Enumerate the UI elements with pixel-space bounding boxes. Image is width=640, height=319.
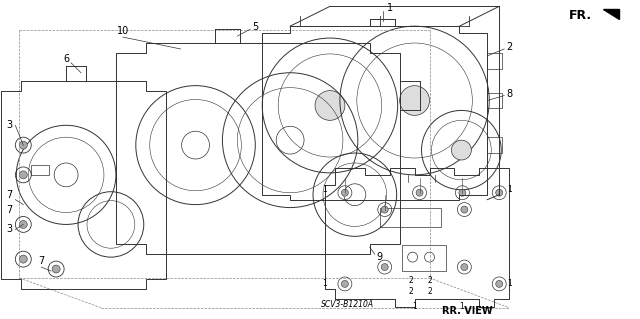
Text: 8: 8 [506, 89, 512, 99]
Text: 2: 2 [427, 287, 432, 296]
Circle shape [496, 189, 502, 196]
Bar [31, 165, 49, 175]
Circle shape [19, 171, 28, 179]
Text: 2: 2 [506, 42, 512, 52]
Text: 1: 1 [387, 3, 393, 13]
Circle shape [19, 255, 28, 263]
Text: 7: 7 [38, 256, 44, 266]
Text: 1: 1 [412, 302, 417, 311]
Text: RR. VIEW: RR. VIEW [442, 306, 493, 316]
Bar [402, 245, 447, 271]
Circle shape [19, 220, 28, 228]
Text: 7: 7 [6, 190, 12, 200]
Text: 9: 9 [377, 252, 383, 262]
Circle shape [381, 206, 388, 213]
Text: SCV3-B1210A: SCV3-B1210A [321, 300, 374, 309]
Circle shape [52, 265, 60, 273]
Polygon shape [603, 9, 619, 19]
Text: 2: 2 [408, 287, 413, 296]
Text: 1: 1 [507, 185, 511, 194]
Text: 6: 6 [63, 54, 69, 64]
Text: 2: 2 [427, 277, 432, 286]
Text: 7: 7 [6, 204, 12, 215]
Circle shape [496, 280, 502, 287]
Text: 1: 1 [323, 279, 327, 288]
Circle shape [315, 91, 345, 120]
Text: FR.: FR. [570, 9, 593, 22]
Circle shape [461, 263, 468, 271]
Circle shape [341, 280, 348, 287]
Bar [380, 208, 442, 227]
Circle shape [399, 85, 429, 115]
Text: 1: 1 [323, 185, 327, 194]
Circle shape [459, 189, 466, 196]
Circle shape [461, 206, 468, 213]
Circle shape [19, 141, 28, 149]
Circle shape [341, 189, 348, 196]
Text: 10: 10 [116, 26, 129, 36]
Circle shape [451, 140, 471, 160]
Text: 5: 5 [252, 22, 259, 32]
Text: 2: 2 [408, 277, 413, 286]
Circle shape [416, 189, 423, 196]
Bar [487, 53, 502, 69]
Bar [487, 137, 502, 153]
Bar [487, 93, 502, 108]
Text: 3: 3 [6, 224, 12, 234]
Text: 3: 3 [6, 120, 12, 130]
Text: 1: 1 [507, 279, 511, 288]
Circle shape [381, 263, 388, 271]
Text: 1: 1 [459, 302, 464, 311]
